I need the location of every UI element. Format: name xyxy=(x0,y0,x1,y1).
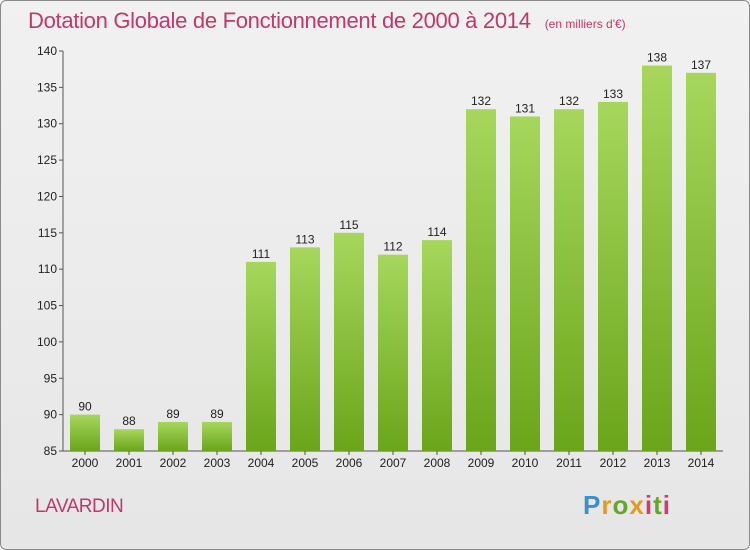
x-tick-label: 2003 xyxy=(204,456,231,470)
x-tick-label: 2013 xyxy=(644,456,671,470)
bar-2001 xyxy=(114,429,144,451)
y-tick-label: 125 xyxy=(37,153,57,167)
axes: 85 90 95 100 105 110 115 120 125 130 135 140 2000 200… xyxy=(37,44,723,470)
y-tick-label: 140 xyxy=(37,44,57,58)
bar-2004 xyxy=(246,261,276,451)
bar-2014 xyxy=(686,72,716,452)
data-label-2007: 112 xyxy=(383,240,402,254)
chart-title: Dotation Globale de Fonctionnement de 20… xyxy=(28,8,531,33)
bar-2006 xyxy=(334,232,364,451)
y-tick-label: 90 xyxy=(44,408,58,422)
x-tick-label: 2005 xyxy=(292,456,319,470)
x-tick-label: 2009 xyxy=(468,456,495,470)
x-tick-label: 2014 xyxy=(688,456,715,470)
data-label-2006: 115 xyxy=(339,218,358,232)
bar-2012 xyxy=(598,101,628,451)
bar-2009 xyxy=(466,109,496,451)
y-tick-label: 105 xyxy=(37,299,57,313)
bar-2000 xyxy=(70,414,100,451)
proxiti-logo: Proxiti xyxy=(583,490,671,520)
x-tick-label: 2007 xyxy=(380,456,407,470)
x-tick-label: 2011 xyxy=(556,456,582,470)
data-label-2002: 89 xyxy=(166,407,180,421)
bar-2010 xyxy=(510,116,540,452)
data-label-2012: 133 xyxy=(603,87,623,101)
x-tick-label: 2004 xyxy=(248,456,275,470)
chart-subtitle: (en milliers d'€) xyxy=(544,17,626,31)
data-label-2014: 137 xyxy=(691,58,711,72)
x-tick-label: 2006 xyxy=(336,456,363,470)
x-tick-label: 2012 xyxy=(600,456,627,470)
y-tick-label: 95 xyxy=(44,371,58,385)
x-tick-label: 2001 xyxy=(116,456,143,470)
data-label-2013: 138 xyxy=(647,51,667,65)
bar-2013 xyxy=(642,65,672,451)
data-label-2003: 89 xyxy=(210,407,224,421)
y-tick-label: 100 xyxy=(37,335,57,349)
x-tick-label: 2002 xyxy=(160,456,187,470)
y-tick-label: 110 xyxy=(38,262,57,276)
bar-2007 xyxy=(378,254,408,451)
y-tick-label: 115 xyxy=(38,226,57,240)
data-label-2001: 88 xyxy=(122,414,136,428)
y-tick-label: 120 xyxy=(37,189,57,203)
bars xyxy=(70,65,716,452)
data-labels: 90 88 89 89 111 113 115 112 114 132 131 132 133 138 13… xyxy=(78,51,711,429)
x-tick-label: 2010 xyxy=(512,456,539,470)
data-label-2009: 132 xyxy=(471,94,491,108)
data-label-2004: 111 xyxy=(252,247,271,261)
data-label-2010: 131 xyxy=(515,101,535,115)
data-label-2011: 132 xyxy=(559,94,579,108)
y-tick-label: 135 xyxy=(37,80,57,94)
commune-name: LAVARDIN xyxy=(35,496,124,517)
data-label-2000: 90 xyxy=(78,400,92,414)
data-label-2005: 113 xyxy=(295,232,314,246)
bar-2002 xyxy=(158,421,188,451)
chart-title-block: Dotation Globale de Fonctionnement de 20… xyxy=(28,8,626,34)
bar-2011 xyxy=(554,109,584,451)
bar-2005 xyxy=(290,247,320,451)
bar-2003 xyxy=(202,421,232,451)
y-tick-label: 85 xyxy=(44,444,58,458)
x-tick-label: 2000 xyxy=(72,456,99,470)
bar-2008 xyxy=(422,240,452,451)
x-tick-label: 2008 xyxy=(424,456,451,470)
data-label-2008: 114 xyxy=(427,225,446,239)
y-tick-label: 130 xyxy=(37,117,57,131)
